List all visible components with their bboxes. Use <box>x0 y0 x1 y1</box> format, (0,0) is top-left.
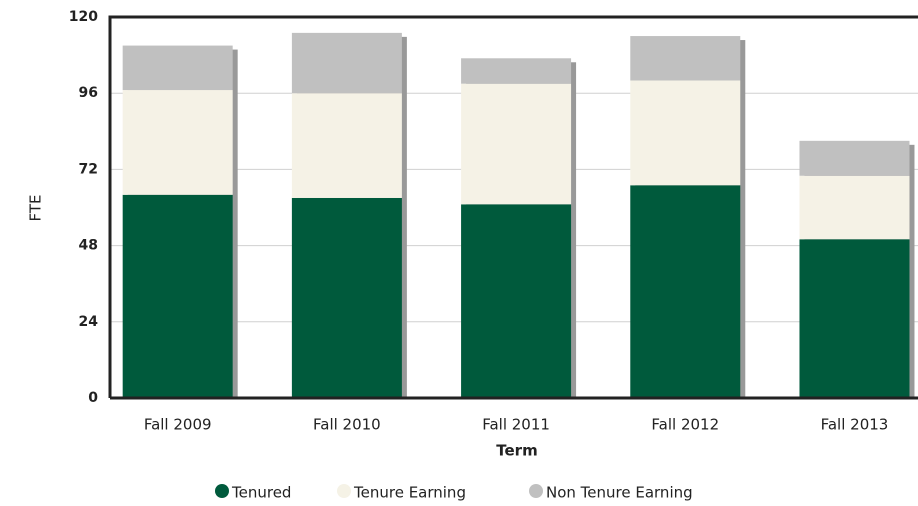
bar-segment <box>461 83 572 205</box>
bar-segment <box>122 194 233 398</box>
y-tick-label: 48 <box>79 238 98 254</box>
y-tick-label: 120 <box>69 9 98 25</box>
bar-segment <box>630 80 741 186</box>
bar-segment <box>461 204 572 398</box>
y-tick-label: 24 <box>79 314 99 330</box>
bar-segment <box>799 239 910 398</box>
y-tick-label: 96 <box>79 85 98 101</box>
bar-segment <box>291 32 402 94</box>
x-tick-label: Fall 2009 <box>144 416 212 434</box>
x-tick-label: Fall 2010 <box>313 416 381 434</box>
bar-segment <box>291 93 402 198</box>
bar-segment <box>122 90 233 195</box>
x-tick-label: Fall 2011 <box>482 416 550 434</box>
bar-segment <box>461 58 572 84</box>
legend-label: Tenure Earning <box>353 484 466 502</box>
legend-marker <box>529 484 543 498</box>
y-axis-label: FTE <box>27 194 45 221</box>
legend-label: Non Tenure Earning <box>546 484 693 502</box>
x-axis-label: Term <box>496 442 537 460</box>
legend-marker <box>337 484 351 498</box>
bar-segment <box>799 175 910 240</box>
x-tick-label: Fall 2012 <box>651 416 719 434</box>
x-tick-label: Fall 2013 <box>821 416 889 434</box>
legend-marker <box>215 484 229 498</box>
bar-segment <box>122 45 233 91</box>
bar-segment <box>630 185 741 398</box>
y-tick-label: 0 <box>88 390 98 406</box>
plot-frame <box>108 15 918 400</box>
y-tick-label: 72 <box>79 161 98 177</box>
bar-segment <box>630 36 741 81</box>
legend-label: Tenured <box>231 484 291 502</box>
bar-segment <box>799 140 910 176</box>
bar-segment <box>291 197 402 398</box>
